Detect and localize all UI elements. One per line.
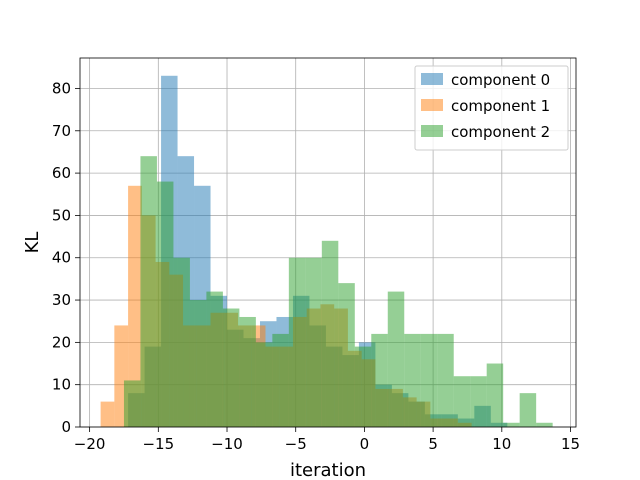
histogram-bar [321, 240, 339, 427]
histogram-bar [206, 291, 223, 427]
histogram-bar [503, 422, 520, 427]
legend-label: component 1 [451, 97, 550, 115]
histogram-bar [288, 257, 306, 427]
legend-swatch [421, 73, 443, 85]
legend-label: component 2 [451, 123, 550, 141]
x-tick-label: 5 [428, 435, 438, 453]
legend-swatch [421, 99, 443, 111]
histogram-bar [140, 156, 157, 427]
histogram-bar [437, 333, 454, 427]
legend-label: component 0 [451, 71, 550, 89]
legend-swatch [421, 125, 443, 137]
histogram-bar [387, 291, 405, 427]
histogram-bar [536, 422, 553, 427]
x-tick-label: −10 [211, 435, 243, 453]
histogram-bar [128, 185, 142, 427]
legend-box [414, 65, 569, 151]
histogram-bar [486, 363, 504, 427]
histogram-bar [519, 393, 537, 427]
histogram-bar [123, 380, 141, 427]
y-tick-label: 0 [61, 418, 71, 436]
y-axis-label: KL [22, 232, 43, 254]
histogram-bar [239, 316, 256, 427]
y-tick-label: 70 [52, 122, 71, 140]
y-tick-label: 20 [52, 333, 71, 351]
histogram-bar [470, 376, 487, 427]
y-tick-label: 10 [52, 376, 71, 394]
histogram-bar [338, 283, 355, 427]
bars [100, 75, 553, 427]
histogram-bar [420, 333, 438, 427]
histogram-bar [404, 333, 421, 427]
x-tick-label: 0 [360, 435, 370, 453]
y-tick-label: 30 [52, 291, 71, 309]
x-tick-label: −20 [74, 435, 106, 453]
y-axis: 0 10 20 30 40 50 60 70 80 [52, 79, 80, 436]
plot-frame [79, 57, 577, 428]
legend: component 0 component 1 component 2 [414, 65, 569, 151]
histogram-bar [305, 257, 322, 427]
x-axis-label: iteration [290, 460, 366, 480]
histogram-bar [272, 333, 289, 427]
series-2 [123, 156, 553, 427]
y-tick-label: 50 [52, 206, 71, 224]
histogram-bar [354, 346, 372, 427]
histogram-bar [189, 300, 207, 427]
histogram-bar [156, 181, 174, 427]
x-tick-label: 10 [492, 435, 511, 453]
x-tick-label: 15 [561, 435, 580, 453]
x-tick-label: −5 [285, 435, 307, 453]
histogram-bar [100, 401, 115, 427]
histogram-bar [453, 376, 471, 427]
y-tick-label: 60 [52, 164, 71, 182]
x-tick-label: −15 [142, 435, 174, 453]
y-tick-label: 40 [52, 249, 71, 267]
y-tick-label: 80 [52, 79, 71, 97]
x-axis: −20 −15 −10 −5 0 5 10 15 [74, 427, 580, 453]
histogram-bar [222, 308, 240, 427]
histogram-bar [371, 333, 388, 427]
histogram-bar [173, 257, 190, 427]
histogram-bar [255, 342, 273, 427]
